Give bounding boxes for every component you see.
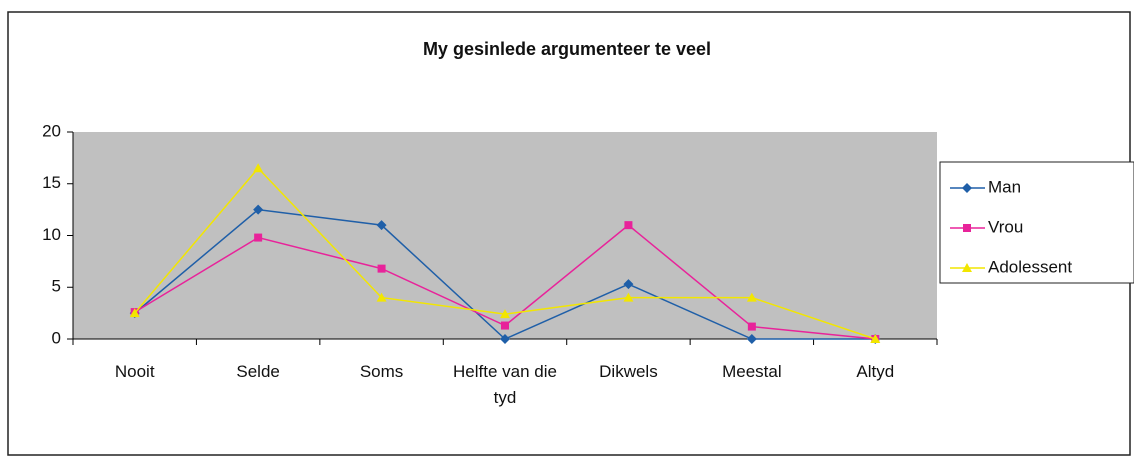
x-tick-label-box: Selde [236,362,280,381]
marker-diamond [623,279,634,290]
marker-square [963,224,971,232]
marker-diamond [253,204,264,215]
x-tick-label-box: Meestal [722,362,782,381]
x-tick-label: Selde [236,362,280,381]
x-tick-label: Altyd [856,362,895,381]
plot-area [73,132,937,339]
marker-triangle [376,292,387,302]
legend-label: Man [988,177,1021,196]
x-tick-label: Meestal [722,362,782,381]
marker-diamond [376,220,387,231]
marker-square [254,233,263,242]
marker-square [747,322,756,331]
y-tick-label: 10 [42,225,61,244]
x-tick-label: Dikwels [599,362,658,381]
marker-square [624,221,633,230]
x-tick-label-box: Soms [359,362,404,381]
marker-square [501,321,509,330]
x-tick-label: Soms [359,362,404,381]
marker-triangle [623,292,634,302]
x-tick-label: Helfte van die tyd [453,362,557,407]
y-tick-label: 0 [52,328,61,347]
y-tick-label: 15 [42,173,61,192]
legend [939,161,1134,284]
x-tick-label: Nooit [114,362,155,381]
y-tick-label: 20 [42,121,61,140]
x-tick-label-box: Helfte van die tyd [453,362,557,407]
marker-triangle [253,163,264,173]
marker-square [377,264,386,273]
legend-label: Adolessent [988,257,1072,276]
marker-triangle [129,308,140,318]
marker-triangle [870,334,881,343]
y-tick-label: 5 [52,277,61,296]
x-tick-label-box: Nooit [114,362,155,381]
x-tick-label-box: Altyd [856,362,895,381]
marker-triangle [746,292,757,302]
marker-triangle [962,263,972,272]
x-tick-label-box: Dikwels [599,362,658,381]
marker-diamond [746,334,757,344]
chart-title: My gesinlede argumenteer te veel [423,39,711,59]
marker-diamond [500,334,510,344]
legend-label: Vrou [988,217,1023,236]
marker-diamond [962,183,972,193]
marker-triangle [500,309,510,319]
